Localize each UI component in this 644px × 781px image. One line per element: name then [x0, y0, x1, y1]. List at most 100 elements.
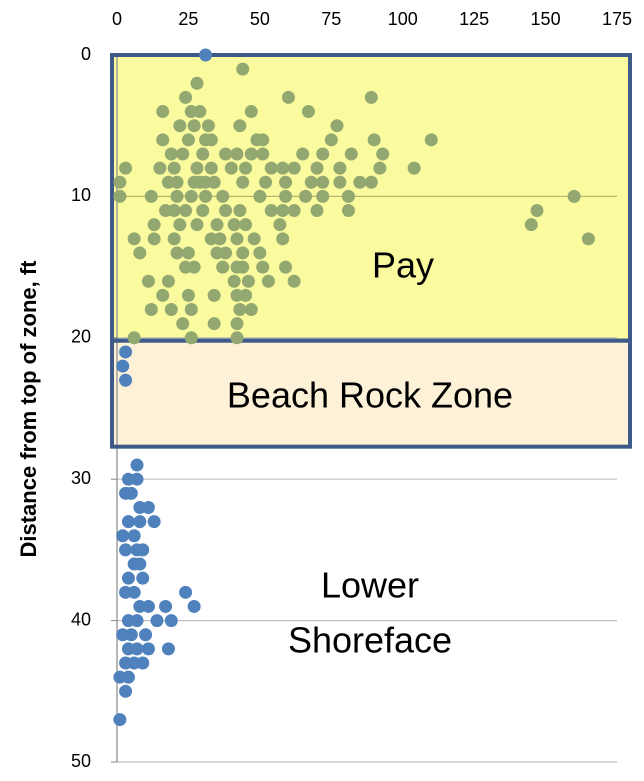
- point: [199, 48, 213, 62]
- point: [199, 189, 213, 203]
- point: [530, 204, 544, 218]
- point: [364, 90, 378, 104]
- point: [119, 373, 133, 387]
- point: [161, 274, 175, 288]
- point: [567, 189, 581, 203]
- point: [310, 204, 324, 218]
- point: [407, 161, 421, 175]
- point: [281, 90, 295, 104]
- point: [219, 246, 233, 260]
- x-tick-label: 25: [178, 9, 198, 29]
- point: [170, 246, 184, 260]
- point: [133, 557, 147, 571]
- point: [153, 161, 167, 175]
- point: [173, 218, 187, 232]
- point: [147, 218, 161, 232]
- point: [279, 189, 293, 203]
- point: [113, 175, 127, 189]
- point: [119, 161, 133, 175]
- point: [130, 614, 144, 628]
- point: [341, 189, 355, 203]
- point: [127, 331, 141, 345]
- x-tick-label: 50: [250, 9, 270, 29]
- y-tick-label: 20: [71, 327, 91, 347]
- point: [253, 189, 267, 203]
- point: [287, 274, 301, 288]
- point: [279, 260, 293, 274]
- point: [147, 515, 161, 529]
- point: [141, 274, 155, 288]
- x-tick-label: 175: [602, 9, 632, 29]
- point: [367, 133, 381, 147]
- point: [190, 218, 204, 232]
- point: [244, 303, 258, 317]
- point: [216, 189, 230, 203]
- point: [144, 189, 158, 203]
- point: [141, 599, 155, 613]
- point: [316, 147, 330, 161]
- point: [124, 486, 138, 500]
- point: [344, 147, 358, 161]
- point: [170, 189, 184, 203]
- point: [141, 500, 155, 514]
- point: [136, 656, 150, 670]
- y-tick-label: 30: [71, 468, 91, 488]
- point: [261, 274, 275, 288]
- point: [173, 119, 187, 133]
- point: [113, 713, 127, 727]
- point: [330, 119, 344, 133]
- point: [204, 133, 218, 147]
- point: [301, 105, 315, 119]
- point: [196, 204, 210, 218]
- point: [316, 189, 330, 203]
- point: [279, 175, 293, 189]
- point: [164, 614, 178, 628]
- point: [121, 670, 135, 684]
- point: [204, 161, 218, 175]
- point: [119, 684, 133, 698]
- point: [130, 472, 144, 486]
- point: [259, 175, 273, 189]
- point: [156, 133, 170, 147]
- point: [364, 175, 378, 189]
- point: [233, 204, 247, 218]
- point: [116, 359, 130, 373]
- point: [167, 161, 181, 175]
- point: [256, 147, 270, 161]
- point: [170, 175, 184, 189]
- point: [230, 232, 244, 246]
- point: [256, 260, 270, 274]
- point: [184, 303, 198, 317]
- point: [133, 515, 147, 529]
- point: [181, 133, 195, 147]
- point: [187, 599, 201, 613]
- x-tick-label: 75: [321, 9, 341, 29]
- point: [244, 105, 258, 119]
- point: [233, 119, 247, 133]
- point: [207, 317, 221, 331]
- point: [136, 543, 150, 557]
- point: [187, 119, 201, 133]
- point: [216, 260, 230, 274]
- zone-label: Pay: [372, 245, 434, 286]
- point: [316, 175, 330, 189]
- point: [201, 119, 215, 133]
- point: [133, 246, 147, 260]
- point: [130, 458, 144, 472]
- point: [119, 345, 133, 359]
- point: [239, 288, 253, 302]
- point: [236, 62, 250, 76]
- point: [119, 543, 133, 557]
- point: [181, 246, 195, 260]
- zone-border: [110, 338, 632, 449]
- y-tick-label: 50: [71, 751, 91, 771]
- point: [287, 161, 301, 175]
- point: [287, 204, 301, 218]
- point: [324, 133, 338, 147]
- point: [310, 161, 324, 175]
- point: [121, 515, 135, 529]
- point: [236, 246, 250, 260]
- point: [227, 274, 241, 288]
- point: [176, 317, 190, 331]
- point: [236, 260, 250, 274]
